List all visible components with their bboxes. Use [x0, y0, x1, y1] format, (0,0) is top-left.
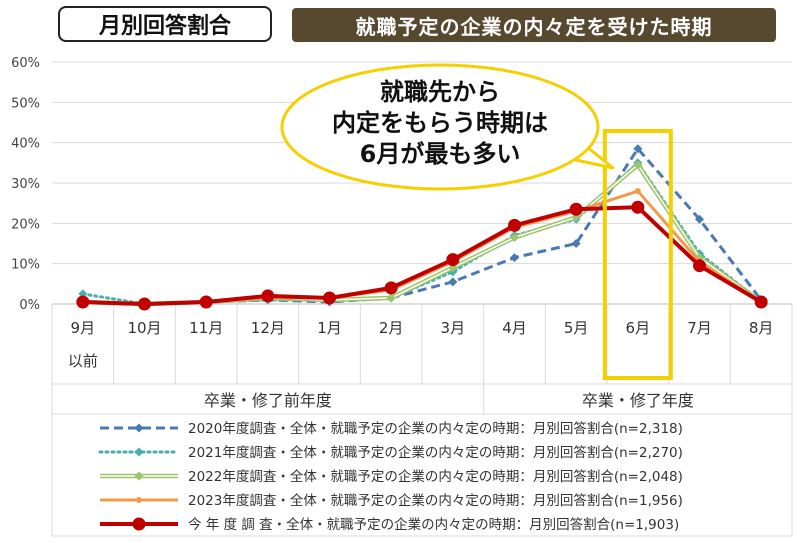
group-label-0: 卒業・修了前年度: [204, 391, 332, 410]
x-tick-7月: 7月: [687, 319, 712, 337]
group-label-1: 卒業・修了年度: [582, 391, 694, 410]
x-tick-9月: 9月: [71, 319, 96, 337]
monthly-ratio-badge: 月別回答割合: [58, 6, 272, 42]
point-0-3月: [448, 277, 458, 287]
chart-title: 就職予定の企業の内々定を受けた時期: [292, 8, 776, 42]
legend-label-0: 2020年度調査・全体・就職予定の企業の内々定の時期：月別回答割合(n=2,31…: [188, 420, 683, 437]
legend-marker-4: [132, 517, 146, 531]
y-tick-labels: 0% 10% 20% 30% 40% 50% 60%: [11, 56, 40, 313]
callout-line-1: 内定をもらう時期は: [332, 109, 548, 137]
point-0-6月: [633, 144, 643, 154]
callout-line-2: 6月が最も多い: [360, 140, 521, 168]
x-sublabel-9月: 以前: [68, 352, 98, 370]
legend-marker-1: [134, 447, 144, 457]
point-0-7月: [695, 214, 704, 224]
point-2-4月: [510, 232, 519, 242]
legend-item-0: 2020年度調査・全体・就職予定の企業の内々定の時期：月別回答割合(n=2,31…: [100, 420, 683, 437]
y-tick-50%: 50%: [11, 96, 40, 111]
y-tick-40%: 40%: [11, 137, 40, 152]
point-4-12月: [261, 289, 275, 303]
callout-seam: [529, 108, 554, 142]
series-lines: [76, 144, 768, 311]
y-tick-20%: 20%: [11, 217, 40, 232]
point-4-6月: [631, 200, 645, 214]
legend-label-3: 2023年度調査・全体・就職予定の企業の内々定の時期：月別回答割合(n=1,95…: [188, 492, 683, 509]
highlight-box: [602, 129, 673, 380]
legend-label-1: 2021年度調査・全体・就職予定の企業の内々定の時期：月別回答割合(n=2,27…: [188, 444, 683, 461]
point-4-1月: [323, 291, 336, 305]
point-4-11月: [199, 295, 213, 309]
legend-label-4: 今 年 度 調 査・全体・就職予定の企業の内々定の時期：月別回答割合(n=1,9…: [188, 516, 679, 533]
x-tick-1月: 1月: [317, 319, 342, 337]
x-tick-6月: 6月: [626, 319, 651, 337]
x-tick-11月: 11月: [189, 319, 223, 337]
legend-label-2: 2022年度調査・全体・就職予定の企業の内々定の時期：月別回答割合(n=2,04…: [188, 468, 683, 485]
series-line-3: [82, 189, 762, 306]
point-4-7月: [693, 259, 706, 273]
x-tick-12月: 12月: [251, 319, 285, 337]
june-highlight-box: [602, 129, 673, 380]
point-4-9月: [76, 295, 90, 309]
legend-item-1: 2021年度調査・全体・就職予定の企業の内々定の時期：月別回答割合(n=2,27…: [98, 444, 683, 461]
x-tick-3月: 3月: [441, 319, 466, 337]
callout-body: [280, 63, 600, 191]
point-4-4月: [508, 218, 521, 232]
group-labels: 卒業・修了前年度 卒業・修了年度: [204, 391, 694, 410]
legend-marker-3: [136, 497, 142, 503]
category-table: [51, 303, 793, 537]
legend-marker-2: [134, 471, 144, 481]
y-tick-30%: 30%: [11, 177, 40, 192]
point-4-8月: [754, 295, 768, 309]
x-tick-2月: 2月: [379, 319, 404, 337]
callout-line-0: 就職先から: [380, 78, 500, 106]
x-tick-4月: 4月: [502, 319, 527, 337]
legend-marker-0: [134, 423, 144, 433]
point-4-10月: [138, 297, 151, 311]
point-4-3月: [446, 253, 460, 267]
point-0-5月: [571, 239, 581, 248]
legend-item-2: 2022年度調査・全体・就職予定の企業の内々定の時期：月別回答割合(n=2,04…: [100, 468, 683, 485]
point-0-4月: [510, 253, 519, 263]
legend-item-3: 2023年度調査・全体・就職予定の企業の内々定の時期：月別回答割合(n=1,95…: [100, 492, 683, 509]
y-tick-0%: 0%: [19, 298, 40, 313]
y-tick-10%: 10%: [11, 258, 40, 273]
point-2-6月: [633, 160, 643, 170]
series-4: [76, 200, 768, 311]
point-3-6月: [634, 188, 641, 195]
y-tick-60%: 60%: [11, 56, 40, 71]
point-4-2月: [384, 281, 398, 295]
x-tick-5月: 5月: [564, 319, 589, 337]
series-line-4: [82, 205, 763, 307]
x-tick-10月: 10月: [127, 319, 161, 337]
x-tick-8月: 8月: [749, 319, 774, 337]
legend-item-4: 今 年 度 調 査・全体・就職予定の企業の内々定の時期：月別回答割合(n=1,9…: [100, 516, 679, 533]
point-4-5月: [569, 202, 583, 216]
point-2-2月: [386, 293, 396, 303]
legend: 2020年度調査・全体・就職予定の企業の内々定の時期：月別回答割合(n=2,31…: [98, 420, 683, 533]
